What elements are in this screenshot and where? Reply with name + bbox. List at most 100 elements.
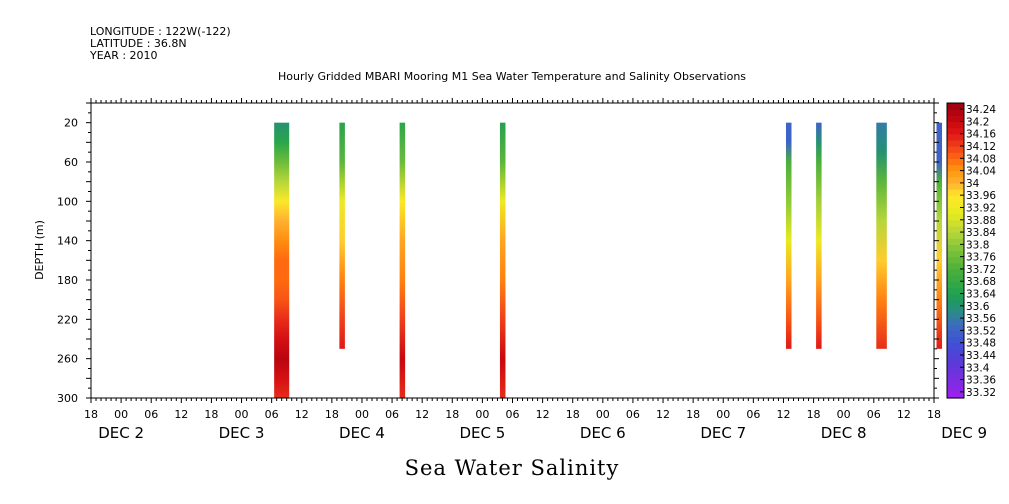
colorbar-tick-label: 33.36	[966, 375, 996, 387]
x-hour-label: 18	[325, 408, 339, 421]
colorbar-swatch	[947, 287, 964, 295]
colorbar-swatch	[947, 164, 964, 172]
colorbar-swatch	[947, 219, 964, 227]
colorbar-tick-label: 33.64	[966, 289, 996, 301]
x-hour-label: 18	[84, 408, 98, 421]
y-axis-label: DEPTH (m)	[33, 220, 46, 280]
colorbar-tick-label: 34.16	[966, 129, 996, 141]
colorbar-swatch	[947, 373, 964, 381]
colorbar-swatch	[947, 256, 964, 264]
colorbar-tick-label: 33.6	[966, 301, 990, 313]
data-column-2	[339, 122, 345, 349]
colorbar-swatch	[947, 238, 964, 245]
data-column-3	[399, 122, 406, 399]
colorbar-tick-label: 33.48	[966, 338, 996, 350]
x-day-label: DEC 2	[98, 424, 144, 442]
latitude-label: LATITUDE : 36.8N	[90, 37, 187, 50]
colorbar-swatch	[947, 330, 964, 338]
colorbar-swatch	[947, 336, 964, 344]
x-hour-label: 00	[114, 408, 128, 421]
x-day-label: DEC 5	[459, 424, 505, 442]
colorbar-swatch	[947, 195, 964, 202]
x-hour-label: 00	[235, 408, 249, 421]
colorbar: 34.2434.234.1634.1234.0834.043433.9633.9…	[946, 102, 996, 399]
colorbar-swatch	[947, 244, 964, 252]
x-hour-label: 06	[144, 408, 158, 421]
chart-title: Hourly Gridded MBARI Mooring M1 Sea Wate…	[278, 70, 746, 83]
colorbar-swatch	[947, 318, 964, 325]
y-tick-label: 300	[57, 392, 78, 405]
colorbar-swatch	[947, 213, 964, 221]
colorbar-tick-label: 34.04	[966, 166, 996, 178]
longitude-label: LONGITUDE : 122W(-122)	[90, 25, 231, 38]
x-hour-label: 06	[626, 408, 640, 421]
colorbar-tick-label: 33.44	[966, 350, 996, 362]
x-hour-label: 12	[174, 408, 188, 421]
data-column-1	[274, 122, 290, 399]
x-hour-label: 12	[415, 408, 429, 421]
colorbar-swatch	[947, 311, 964, 319]
colorbar-swatch	[947, 293, 964, 301]
colorbar-swatch	[947, 275, 964, 282]
colorbar-swatch	[947, 133, 964, 141]
colorbar-tick-label: 33.96	[966, 190, 996, 202]
colorbar-swatch	[947, 176, 964, 184]
x-day-label: DEC 4	[339, 424, 385, 442]
x-day-label: DEC 8	[821, 424, 867, 442]
colorbar-swatch	[947, 189, 964, 196]
colorbar-tick-label: 34.12	[966, 141, 996, 153]
colorbar-swatch	[947, 361, 964, 368]
colorbar-swatch	[947, 281, 964, 288]
axes: 18 00 06 12 18 00 06 12 18 00 06 12 18 00 06 12 18 00 06 12…	[57, 98, 987, 442]
data-column-4	[499, 122, 506, 399]
colorbar-tick-label: 33.4	[966, 362, 990, 374]
colorbar-swatch	[947, 201, 964, 209]
data-columns	[274, 122, 958, 399]
year-label: YEAR : 2010	[89, 49, 158, 62]
colorbar-tick-label: 34.08	[966, 153, 996, 165]
colorbar-swatch	[947, 232, 964, 239]
colorbar-tick-label: 33.32	[966, 387, 996, 399]
colorbar-frame	[946, 102, 965, 399]
colorbar-swatch	[947, 268, 964, 276]
colorbar-swatch	[947, 367, 964, 375]
x-hour-label: 00	[355, 408, 369, 421]
colorbar-tick-label: 33.84	[966, 227, 996, 239]
plot-frame	[90, 102, 935, 399]
colorbar-swatch	[947, 146, 964, 153]
colorbar-tick-label: 34	[966, 178, 980, 190]
colorbar-swatch	[947, 250, 964, 258]
colorbar-tick-label: 34.2	[966, 116, 989, 128]
colorbar-swatch	[947, 379, 964, 387]
x-hour-label: 06	[385, 408, 399, 421]
x-hour-label: 18	[445, 408, 459, 421]
colorbar-tick-label: 33.52	[966, 325, 996, 337]
x-hour-label: 00	[596, 408, 610, 421]
colorbar-swatch	[947, 262, 964, 270]
colorbar-swatch	[947, 348, 964, 356]
colorbar-swatch	[947, 299, 964, 307]
colorbar-swatch	[947, 109, 964, 116]
x-hour-label: 18	[807, 408, 821, 421]
x-hour-label: 06	[506, 408, 520, 421]
colorbar-tick-label: 33.68	[966, 276, 996, 288]
data-column-8	[936, 122, 943, 349]
data-column-7	[876, 122, 887, 349]
colorbar-swatch	[947, 158, 964, 166]
colorbar-swatch	[947, 225, 964, 233]
colorbar-swatch	[947, 305, 964, 313]
x-hour-label: 06	[867, 408, 881, 421]
colorbar-swatch	[947, 170, 964, 178]
x-hour-label: 12	[656, 408, 670, 421]
x-hour-label: 18	[204, 408, 218, 421]
colorbar-swatch	[947, 115, 964, 123]
data-column-6	[816, 122, 822, 349]
x-hour-label: 12	[536, 408, 550, 421]
colorbar-swatch	[947, 182, 964, 190]
y-tick-label: 100	[57, 195, 78, 208]
colorbar-tick-label: 33.56	[966, 313, 996, 325]
y-tick-label: 260	[57, 353, 78, 366]
colorbar-tick-label: 33.72	[966, 264, 996, 276]
x-hour-label: 12	[897, 408, 911, 421]
colorbar-swatch	[947, 139, 964, 147]
